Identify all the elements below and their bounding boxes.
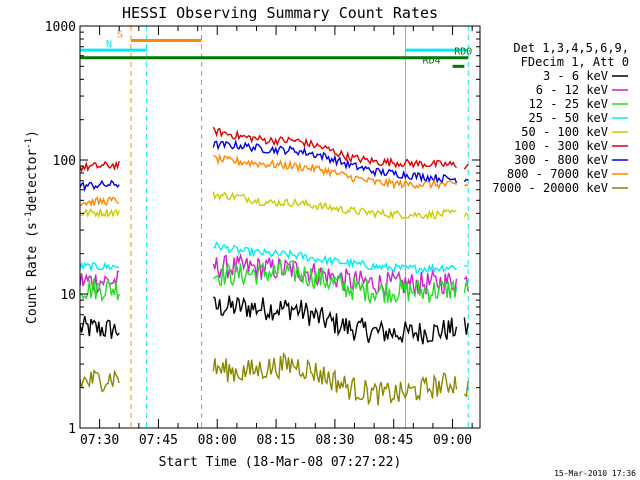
y-tick-label-1: 10: [60, 288, 76, 303]
series-2: [79, 258, 469, 305]
timestamp: 15-Mar-2010 17:36: [554, 469, 636, 478]
x-axis-label: Start Time (18-Mar-08 07:27:22): [159, 455, 402, 470]
flag-label-3: RD0: [454, 47, 472, 58]
legend-label-0: 3 - 6 keV: [543, 69, 608, 83]
flag-label-0: S: [117, 29, 123, 40]
plot-frame: [79, 25, 481, 429]
series-3-segment-2: [464, 265, 469, 268]
series-8: [79, 351, 469, 406]
series-6-segment-1: [212, 139, 458, 184]
flag-label-4: RD4: [423, 55, 441, 66]
x-tick-label-4: 08:30: [315, 433, 354, 448]
y-tick-label-3: 1000: [45, 20, 76, 35]
series-6: [79, 139, 469, 192]
series-5-segment-2: [463, 163, 469, 170]
x-axis: 07:30 07:45 08:00 08:15 08:30 08:45 09:00: [79, 26, 473, 448]
series-8-segment-0: [79, 368, 120, 393]
series-7-segment-0: [79, 196, 120, 208]
series-0-segment-2: [463, 317, 469, 335]
series-4-segment-0: [79, 207, 120, 219]
series-4: [79, 191, 469, 221]
legend-label-6: 300 - 800 keV: [514, 153, 608, 167]
legend-label-2: 12 - 25 keV: [529, 97, 608, 111]
series-0: [79, 295, 469, 345]
legend-title-1: Det 1,3,4,5,6,9,: [513, 41, 629, 55]
series-7-segment-1: [212, 152, 457, 190]
series-5-segment-1: [212, 126, 457, 170]
series-3-segment-1: [213, 241, 457, 275]
series-2-segment-0: [79, 278, 120, 303]
x-tick-label-0: 07:30: [80, 433, 119, 448]
series-6-segment-2: [463, 178, 469, 183]
series-3-segment-0: [79, 261, 120, 271]
series-5: [79, 126, 469, 173]
x-tick-label-3: 08:15: [257, 433, 296, 448]
chart-title: HESSI Observing Summary Count Rates: [122, 4, 438, 22]
x-tick-label-6: 09:00: [433, 433, 472, 448]
legend-label-3: 25 - 50 keV: [529, 111, 608, 125]
series-0-segment-1: [212, 295, 458, 345]
x-tick-label-5: 08:45: [374, 433, 413, 448]
x-tick-label-2: 08:00: [198, 433, 237, 448]
series-2-segment-2: [463, 281, 469, 294]
legend-label-5: 100 - 300 keV: [514, 139, 608, 153]
series-3: [79, 241, 469, 275]
x-tick-label-1: 07:45: [139, 433, 178, 448]
legend-label-8: 7000 - 20000 keV: [492, 181, 608, 195]
legend-label-4: 50 - 100 keV: [521, 125, 608, 139]
legend: Det 1,3,4,5,6,9, FDecim 1, Att 0 3 - 6 k…: [492, 41, 629, 195]
y-axis-label: Count Rate (s-1detector-1): [24, 130, 40, 324]
series-1-segment-1: [212, 252, 458, 298]
series-7: [79, 152, 469, 208]
y-axis-label-exp2: -1: [24, 138, 34, 149]
series-8-segment-1: [212, 351, 458, 406]
y-axis-label-exp1: -1: [24, 211, 34, 222]
series-4-segment-1: [212, 191, 457, 221]
series-0-segment-0: [79, 315, 120, 339]
series-2-segment-1: [212, 258, 458, 305]
series-8-segment-2: [463, 380, 469, 398]
series-4-segment-2: [463, 212, 469, 218]
y-axis-label-main: Count Rate (s: [25, 222, 40, 324]
y-axis: 1 10 100 1000: [45, 20, 480, 437]
legend-label-1: 6 - 12 keV: [536, 83, 608, 97]
series-5-segment-0: [79, 160, 120, 173]
series-6-segment-0: [79, 179, 120, 192]
y-axis-label-detector: detector: [25, 149, 40, 212]
y-tick-label-2: 100: [53, 154, 76, 169]
flag-label-1: N: [106, 39, 112, 50]
legend-label-7: 800 - 7000 keV: [507, 167, 608, 181]
y-tick-label-0: 1: [68, 422, 76, 437]
y-axis-label-close: ): [25, 130, 40, 138]
legend-title-2: FDecim 1, Att 0: [521, 55, 629, 69]
series-7-segment-2: [463, 183, 469, 187]
plot-area: SN RD0 RD4: [79, 26, 472, 428]
